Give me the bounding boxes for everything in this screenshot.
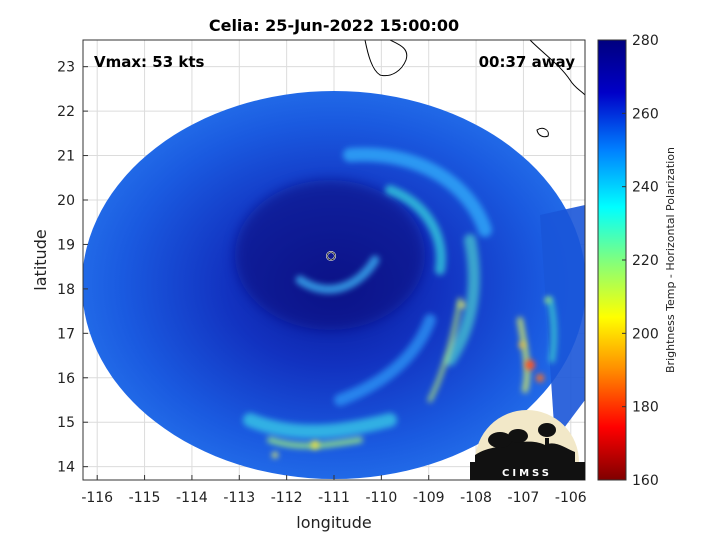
coastline-mainland [529,40,585,96]
satellite-swath [83,40,585,479]
x-tick-label: -109 [413,490,445,506]
x-tick-label: -108 [460,490,492,506]
colorbar: 160 180 200 220 240 260 280 Brightness Temp - … [597,33,677,489]
colorbar-tick-label: 240 [632,180,659,196]
x-tick-label: -113 [223,490,255,506]
figure-title: Celia: 25-Jun-2022 15:00:00 [209,16,459,35]
x-axis-label: longitude [296,513,371,532]
colorbar-tick-label: 160 [632,473,659,489]
x-tick-label: -112 [271,490,303,506]
vmax-label: Vmax: 53 kts [94,53,204,71]
x-tick-label: -116 [81,490,113,506]
y-tick-label: 18 [57,282,75,298]
y-axis-label: latitude [31,229,50,290]
y-tick-label: 17 [57,326,75,342]
x-tick-label: -111 [318,490,350,506]
x-tick-label: -114 [176,490,208,506]
colorbar-tick-label: 220 [632,253,659,269]
colorbar-gradient [597,39,627,481]
x-tick-label: -110 [365,490,397,506]
y-tick-label: 22 [57,104,75,120]
y-tick-label: 19 [57,237,75,253]
storm-center-marker [326,251,336,261]
colorbar-label: Brightness Temp - Horizontal Polarizatio… [664,147,677,373]
colorbar-tick-label: 200 [632,326,659,342]
logo-text: CIMSS [502,468,552,479]
y-tick-label: 15 [57,415,75,431]
y-tick-label: 23 [57,60,75,76]
time-offset-label: 00:37 away [479,53,576,71]
colorbar-ticks: 160 180 200 220 240 260 280 [622,33,659,489]
colorbar-tick-label: 280 [632,33,659,49]
x-axis: -116 -115 -114 -113 -112 -111 -110 -109 -108 -107… [81,475,587,506]
y-tick-label: 14 [57,460,75,476]
x-tick-label: -106 [555,490,587,506]
cimss-logo: CIMSS [470,410,585,480]
y-tick-label: 20 [57,193,75,209]
y-axis: 14 15 16 17 18 19 20 21 22 23 [57,60,88,476]
colorbar-tick-label: 260 [632,106,659,122]
x-tick-label: -115 [129,490,161,506]
y-tick-label: 21 [57,149,75,165]
y-tick-label: 16 [57,371,75,387]
colorbar-tick-label: 180 [632,400,659,416]
x-tick-label: -107 [508,490,540,506]
